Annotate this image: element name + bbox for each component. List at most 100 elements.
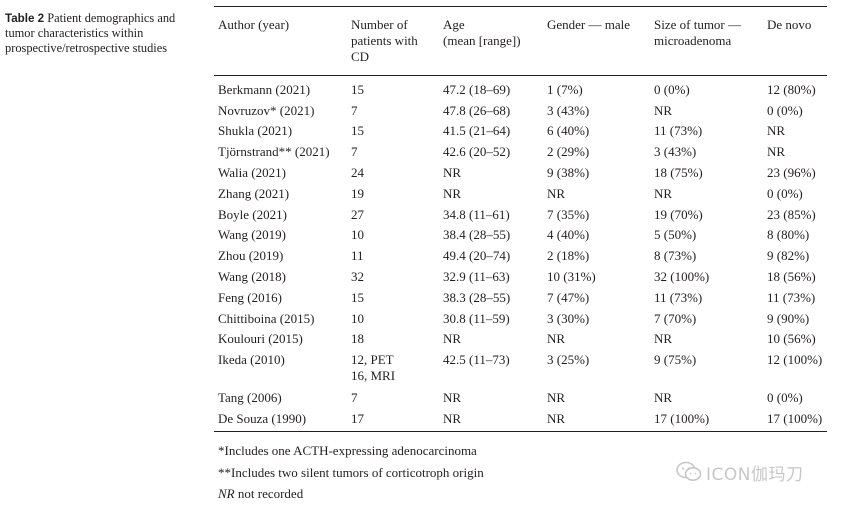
cell-patients: 17 (351, 411, 364, 426)
cell-age: 38.4 (28–55) (443, 227, 511, 242)
cell-denovo: 23 (85%) (767, 207, 816, 222)
footnote-abbr: NR (218, 486, 235, 501)
cell-patients: 15 (351, 123, 364, 138)
cell-gender: 9 (38%) (547, 165, 590, 180)
cell-size: 18 (75%) (654, 165, 703, 180)
cell-patients: 24 (351, 165, 364, 180)
footnote-abbr-text: not recorded (234, 486, 304, 501)
cell-denovo: 12 (100%) (767, 352, 823, 367)
cell-author: Shukla (2021) (218, 123, 293, 138)
cell-denovo: 9 (82%) (767, 248, 810, 263)
watermark-text: ICON伽玛刀 (706, 464, 804, 485)
cell-patients: 12, PET (351, 352, 394, 367)
cell-age: 47.8 (26–68) (443, 103, 511, 118)
cell-denovo: 9 (90%) (767, 311, 810, 326)
column-header-gender: Gender — male (547, 17, 631, 32)
cell-author: Chittiboina (2015) (218, 311, 315, 326)
column-header-patients: patients with (351, 33, 418, 48)
cell-gender: 6 (40%) (547, 123, 590, 138)
cell-author: Berkmann (2021) (218, 82, 311, 97)
cell-denovo: 0 (0%) (767, 186, 803, 201)
cell-age: 49.4 (20–74) (443, 248, 511, 263)
cell-gender: 3 (43%) (547, 103, 590, 118)
column-header-patients: CD (351, 49, 370, 64)
cell-gender: 10 (31%) (547, 269, 596, 284)
cell-patients: 10 (351, 227, 364, 242)
watermark: ICON伽玛刀 (676, 459, 803, 485)
cell-patients: 15 (351, 290, 364, 305)
cell-gender: NR (547, 186, 566, 201)
cell-size: 19 (70%) (654, 207, 703, 222)
cell-gender: 1 (7%) (547, 82, 583, 97)
bottom-rule (214, 431, 827, 432)
cell-patients: 18 (351, 331, 364, 346)
cell-size: 9 (75%) (654, 352, 697, 367)
cell-denovo: 10 (56%) (767, 331, 816, 346)
cell-age: 34.8 (11–61) (443, 207, 510, 222)
cell-gender: NR (547, 411, 566, 426)
cell-age: NR (443, 331, 462, 346)
column-header-denovo: De novo (767, 17, 812, 32)
cell-gender: 3 (25%) (547, 352, 590, 367)
cell-age: 42.5 (11–73) (443, 352, 510, 367)
cell-denovo: 0 (0%) (767, 103, 803, 118)
cell-size: 17 (100%) (654, 411, 710, 426)
cell-age: NR (443, 390, 462, 405)
cell-age: NR (443, 186, 462, 201)
table-title: Patient demographics and tumor character… (5, 11, 176, 55)
cell-gender: NR (547, 331, 566, 346)
cell-patients: 27 (351, 207, 364, 222)
cell-age: NR (443, 165, 462, 180)
header-rule (214, 75, 827, 76)
cell-author: Novruzov* (2021) (218, 103, 315, 118)
cell-author: Ikeda (2010) (218, 352, 285, 367)
cell-patients: 7 (351, 103, 358, 118)
cell-age: 47.2 (18–69) (443, 82, 511, 97)
top-rule (214, 6, 827, 8)
cell-author: Zhang (2021) (218, 186, 290, 201)
cell-gender: 4 (40%) (547, 227, 590, 242)
cell-patients: 15 (351, 82, 364, 97)
cell-age: NR (443, 411, 462, 426)
cell-author: Wang (2018) (218, 269, 286, 284)
cell-gender: 2 (29%) (547, 144, 590, 159)
cell-denovo: 11 (73%) (767, 290, 816, 305)
cell-author: Feng (2016) (218, 290, 282, 305)
cell-size: 3 (43%) (654, 144, 697, 159)
footnote-1: *Includes one ACTH-expressing adenocarci… (218, 443, 477, 458)
cell-age: 32.9 (11–63) (443, 269, 510, 284)
cell-denovo: 18 (56%) (767, 269, 816, 284)
cell-age: 38.3 (28–55) (443, 290, 511, 305)
cell-patients: 7 (351, 390, 358, 405)
cell-size: 11 (73%) (654, 123, 703, 138)
cell-patients: 10 (351, 311, 364, 326)
cell-author: Koulouri (2015) (218, 331, 303, 346)
cell-denovo: 23 (96%) (767, 165, 816, 180)
cell-patients-line2: 16, MRI (351, 368, 396, 383)
cell-author: Walia (2021) (218, 165, 286, 180)
cell-denovo: 8 (80%) (767, 227, 810, 242)
cell-denovo: 17 (100%) (767, 411, 823, 426)
cell-size: 32 (100%) (654, 269, 710, 284)
table-label: Table 2 (5, 12, 45, 25)
cell-age: 41.5 (21–64) (443, 123, 511, 138)
cell-gender: 2 (18%) (547, 248, 590, 263)
wechat-icon (676, 461, 702, 481)
cell-size: NR (654, 331, 673, 346)
cell-patients: 19 (351, 186, 364, 201)
cell-author: Boyle (2021) (218, 207, 287, 222)
cell-denovo: NR (767, 144, 786, 159)
cell-patients: 7 (351, 144, 358, 159)
cell-gender: 7 (35%) (547, 207, 590, 222)
column-header-size: Size of tumor — (654, 17, 742, 32)
column-header-age: (mean [range]) (443, 33, 521, 48)
cell-gender: 7 (47%) (547, 290, 590, 305)
cell-size: 11 (73%) (654, 290, 703, 305)
cell-denovo: 0 (0%) (767, 390, 803, 405)
cell-gender: 3 (30%) (547, 311, 590, 326)
column-header-age: Age (443, 17, 465, 32)
cell-size: 8 (73%) (654, 248, 697, 263)
cell-age: 30.8 (11–59) (443, 311, 510, 326)
cell-size: 7 (70%) (654, 311, 697, 326)
column-header-patients: Number of (351, 17, 408, 32)
